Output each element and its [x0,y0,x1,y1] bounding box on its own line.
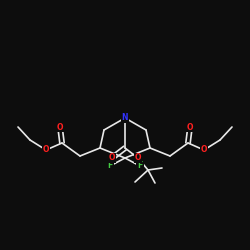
Text: O: O [135,154,141,162]
Text: F: F [108,162,112,170]
Text: O: O [43,146,49,154]
Text: N: N [122,114,128,122]
Text: F: F [138,162,142,170]
Text: O: O [57,122,63,132]
Text: O: O [109,154,115,162]
Text: O: O [187,122,193,132]
Text: O: O [201,146,207,154]
